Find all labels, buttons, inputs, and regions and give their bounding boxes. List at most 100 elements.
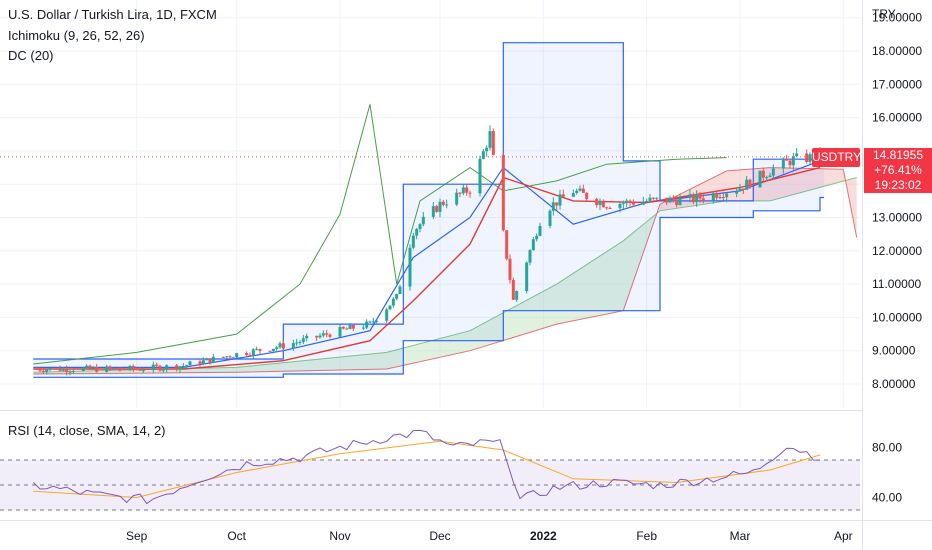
donchian-fill — [33, 42, 825, 378]
candle-body — [491, 131, 495, 155]
candle-body — [485, 147, 489, 152]
candle-body — [318, 335, 322, 338]
candle-body — [278, 343, 282, 348]
candle-body — [421, 216, 425, 225]
candle-body — [361, 327, 365, 329]
candle-body — [551, 202, 555, 211]
candle-body — [271, 348, 275, 352]
time-axis[interactable]: Sep Oct Nov Dec 2022 Feb Mar Apr — [126, 529, 853, 543]
candle-body — [135, 369, 139, 371]
time-tick-label: Mar — [730, 529, 751, 543]
candle-body — [365, 321, 369, 328]
candle-body — [671, 197, 675, 200]
candle-body — [348, 324, 352, 330]
candle-body — [698, 193, 702, 199]
candle-body — [581, 188, 585, 193]
candle-body — [695, 193, 699, 203]
price-tick-label: 16.00000 — [872, 111, 922, 125]
candle-body — [435, 206, 439, 212]
candle-body — [598, 201, 602, 205]
candle-body — [268, 350, 272, 352]
candle-body — [531, 239, 535, 251]
candle-body — [211, 356, 215, 363]
candle-body — [251, 349, 255, 356]
candle-body — [525, 262, 529, 292]
donchian-legend[interactable]: DC (20) — [8, 48, 54, 63]
candle-body — [71, 371, 75, 373]
candle-body — [441, 201, 445, 205]
candle-body — [205, 358, 209, 361]
candle-body — [445, 204, 449, 206]
rsi-pane — [0, 429, 860, 511]
candle-body — [208, 358, 212, 363]
candle-body — [291, 343, 295, 349]
ichimoku-legend[interactable]: Ichimoku (9, 26, 52, 26) — [8, 28, 145, 43]
candle-body — [248, 355, 252, 357]
rsi-tick-label: 80.00 — [872, 441, 902, 455]
rsi-line — [32, 429, 821, 505]
rsi-axis[interactable]: 40.00 80.00 — [872, 441, 902, 505]
candle-body — [328, 334, 332, 337]
symbol-title[interactable]: U.S. Dollar / Turkish Lira, 1D, FXCM — [8, 7, 217, 22]
candle-body — [58, 367, 62, 371]
lagging-span — [33, 104, 727, 365]
candle-body — [538, 225, 542, 236]
candle-body — [715, 193, 719, 198]
candle-body — [655, 197, 659, 199]
change-percent: +76.41% — [874, 163, 922, 177]
candle-body — [155, 364, 159, 366]
candle-body — [35, 369, 39, 371]
currency-unit-label: TRY — [872, 7, 896, 21]
price-tick-label: 11.00000 — [872, 277, 921, 291]
candle-body — [515, 291, 519, 300]
candle-body — [678, 197, 682, 206]
candle-body — [788, 160, 792, 166]
candle-body — [458, 192, 462, 194]
candle-body — [718, 197, 722, 199]
current-price-value: 14.81955 — [872, 148, 924, 162]
candle-body — [721, 197, 725, 199]
time-tick-label: Oct — [227, 529, 246, 543]
candle-body — [785, 158, 789, 161]
candle-body — [725, 193, 729, 198]
candle-body — [741, 188, 745, 190]
candle-body — [608, 207, 612, 209]
candle-body — [688, 194, 692, 198]
candle-body — [188, 361, 192, 366]
candle-body — [61, 368, 65, 371]
price-tick-label: 13.00000 — [872, 211, 922, 225]
candle-body — [595, 198, 599, 205]
candle-body — [675, 199, 679, 206]
candle-body — [548, 210, 552, 226]
candle-body — [388, 305, 392, 310]
pane-separator[interactable] — [0, 410, 862, 411]
candle-body — [605, 207, 609, 209]
candle-body — [158, 365, 162, 371]
donchian-channel — [33, 42, 825, 378]
current-price-tag: 14.81955 +76.41% 19:23:02 — [864, 148, 932, 193]
candle-body — [88, 365, 92, 369]
candle-body — [41, 370, 45, 372]
cloud-bearish — [660, 167, 857, 238]
candle-body — [558, 194, 562, 206]
rsi-legend[interactable]: RSI (14, close, SMA, 14, 2) — [8, 423, 166, 438]
candle-body — [691, 194, 695, 203]
candle-body — [315, 335, 319, 338]
candle-body — [455, 192, 459, 205]
candle-body — [375, 320, 379, 322]
candle-body — [781, 158, 785, 169]
candle-body — [118, 369, 122, 371]
price-tick-label: 17.00000 — [872, 77, 922, 91]
candle-body — [651, 197, 655, 199]
candle-body — [418, 224, 422, 230]
donchian-lower — [33, 196, 824, 378]
candle-body — [275, 347, 279, 349]
rsi-ma-line — [33, 440, 821, 499]
candle-body — [805, 153, 809, 162]
candle-body — [808, 154, 812, 162]
candle-body — [175, 365, 179, 370]
candle-body — [105, 366, 109, 372]
price-axis[interactable]: 8.00000 9.00000 10.00000 11.00000 12.00000 13… — [872, 11, 922, 391]
candle-body — [665, 197, 669, 203]
